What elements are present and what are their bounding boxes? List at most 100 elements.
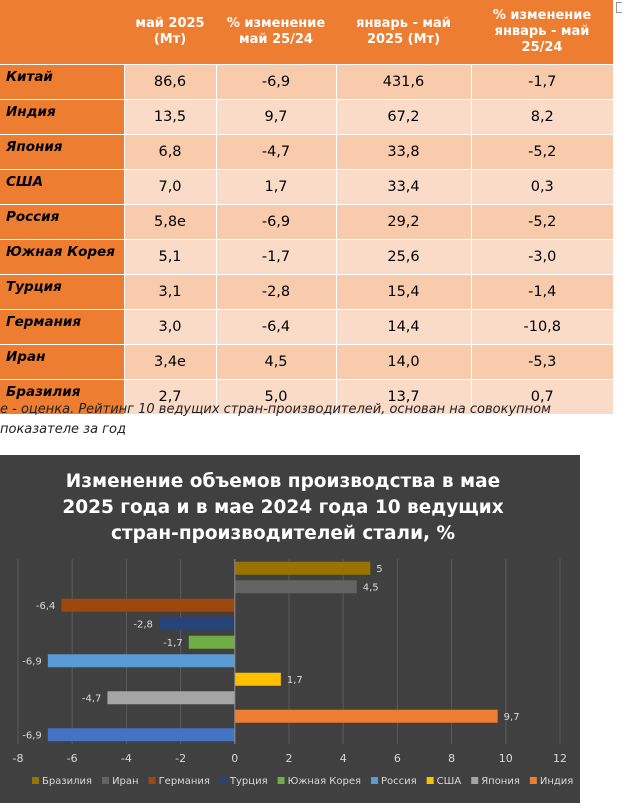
country-cell: США: [0, 169, 124, 205]
value-cell-may-change: -6,9: [215, 64, 336, 100]
value-cell-may-change: 1,7: [215, 169, 336, 205]
x-tick-label: 2: [286, 752, 293, 765]
x-tick-label: 12: [553, 752, 567, 765]
bar-data-label: -1,7: [163, 638, 183, 649]
value-cell-ytd: 33,8: [335, 134, 471, 170]
x-tick-label: 4: [340, 752, 347, 765]
bar-2: [234, 709, 498, 723]
value-cell-ytd-change: 8,2: [470, 99, 613, 135]
value-cell-ytd-change: -3,0: [470, 239, 613, 275]
bar-3: [107, 691, 235, 705]
country-cell: Китай: [0, 64, 124, 100]
legend-swatch: [371, 777, 378, 784]
table-header-row: май 2025 (Мт) % изменение май 25/24 янва…: [0, 0, 613, 65]
x-tick-label: -6: [67, 752, 78, 765]
steel-production-table: май 2025 (Мт) % изменение май 25/24 янва…: [0, 0, 613, 415]
bar-10: [234, 561, 371, 575]
value-cell-may-change: -1,7: [215, 239, 336, 275]
value-cell-may: 6,8: [123, 134, 216, 170]
x-tick-label: 8: [448, 752, 455, 765]
bar-6: [188, 635, 235, 649]
value-cell-may-change: -2,8: [215, 274, 336, 310]
value-cell-may-change: 9,7: [215, 99, 336, 135]
legend-label: Германия: [159, 776, 210, 787]
table-row: Япония 6,8 -4,7 33,8 -5,2: [0, 134, 613, 170]
legend-swatch: [148, 777, 156, 784]
bar-data-label: -2,8: [133, 619, 153, 630]
value-cell-ytd-change: -1,7: [470, 64, 613, 100]
value-cell-ytd-change: -5,2: [470, 204, 613, 240]
chart-title-line: 2025 года и в мае 2024 года 10 ведущих: [62, 497, 503, 518]
header-may-change: % изменение май 25/24: [216, 0, 336, 65]
bar-8: [61, 598, 235, 612]
value-cell-ytd: 431,6: [335, 64, 471, 100]
legend-label: Индия: [540, 776, 573, 787]
legend-swatch: [471, 777, 479, 784]
bar-4: [234, 672, 281, 686]
value-cell-may: 2,7: [123, 379, 216, 415]
header-ytd-change: % изменение январь - май 25/24: [471, 0, 613, 65]
x-tick-label: 10: [499, 752, 513, 765]
table-row: Индия 13,5 9,7 67,2 8,2: [0, 99, 613, 135]
bar-7: [158, 617, 235, 631]
value-cell-may-change: 4,5: [215, 344, 336, 380]
country-cell: Южная Корея: [0, 239, 124, 275]
value-cell-ytd: 33,4: [335, 169, 471, 205]
legend-swatch: [32, 777, 39, 784]
legend-label: Южная Корея: [288, 776, 361, 787]
bar-5: [47, 654, 235, 668]
chart-background: [0, 455, 580, 803]
value-cell-may-change: -4,7: [215, 134, 336, 170]
bar-chart: Изменение объемов производства в мае 2025…: [0, 455, 580, 803]
value-cell-may-change: -6,4: [215, 309, 336, 345]
table-row: Россия 5,8e -6,9 29,2 -5,2: [0, 204, 613, 240]
value-cell-ytd-change: 0,3: [470, 169, 613, 205]
legend-swatch: [529, 777, 537, 784]
value-cell-ytd: 14,0: [335, 344, 471, 380]
value-cell-ytd: 14,4: [335, 309, 471, 345]
value-cell-may: 7,0: [123, 169, 216, 205]
value-cell-may: 13,5: [123, 99, 216, 135]
value-cell-ytd-change: -5,2: [470, 134, 613, 170]
country-cell: Россия: [0, 204, 124, 240]
value-cell-may: 3,0: [123, 309, 216, 345]
bar-data-label: -4,7: [82, 693, 102, 704]
corner-mark: [616, 2, 622, 13]
table-row: Китай 86,6 -6,9 431,6 -1,7: [0, 64, 613, 100]
legend-label: Россия: [381, 776, 417, 787]
country-cell: Турция: [0, 274, 124, 310]
legend-swatch: [426, 777, 434, 784]
bar-data-label: 9,7: [504, 712, 520, 723]
value-cell-may-change: 5,0: [215, 379, 336, 415]
bar-data-label: -6,4: [36, 601, 56, 612]
country-cell: Япония: [0, 134, 124, 170]
legend-label: Иран: [112, 776, 139, 787]
table-row: Бразилия 2,7 5,0 13,7 0,7: [0, 379, 613, 415]
x-tick-label: -8: [13, 752, 24, 765]
country-cell: Германия: [0, 309, 124, 345]
value-cell-ytd-change: -1,4: [470, 274, 613, 310]
value-cell-ytd-change: 0,7: [470, 379, 613, 415]
header-ytd: январь - май 2025 (Мт): [336, 0, 471, 65]
value-cell-ytd-change: -5,3: [470, 344, 613, 380]
bar-1: [47, 728, 235, 742]
table-row: Иран 3,4e 4,5 14,0 -5,3: [0, 344, 613, 380]
chart-canvas: Изменение объемов производства в мае 2025…: [0, 455, 580, 803]
table-row: Южная Корея 5,1 -1,7 25,6 -3,0: [0, 239, 613, 275]
x-tick-label: 6: [394, 752, 401, 765]
legend-swatch: [277, 777, 285, 784]
x-tick-label: -4: [121, 752, 132, 765]
legend-label: Турция: [229, 776, 268, 787]
bar-9: [234, 580, 357, 594]
x-tick-label: 0: [231, 752, 238, 765]
x-tick-label: -2: [175, 752, 186, 765]
legend-label: Япония: [481, 776, 520, 787]
chart-title-line: Изменение объемов производства в мае: [66, 471, 500, 492]
value-cell-may-change: -6,9: [215, 204, 336, 240]
value-cell-may: 3,4e: [123, 344, 216, 380]
value-cell-ytd: 13,7: [335, 379, 471, 415]
value-cell-may: 3,1: [123, 274, 216, 310]
value-cell-ytd: 15,4: [335, 274, 471, 310]
value-cell-ytd-change: -10,8: [470, 309, 613, 345]
legend-swatch: [102, 777, 110, 784]
